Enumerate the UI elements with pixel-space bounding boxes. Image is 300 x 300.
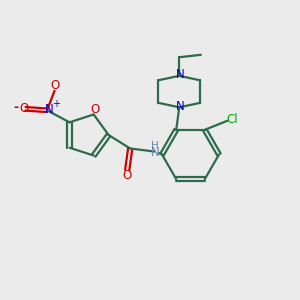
Text: O: O (123, 169, 132, 182)
Text: N: N (176, 100, 184, 113)
Text: Cl: Cl (227, 113, 239, 126)
Text: +: + (52, 99, 60, 109)
Text: O: O (91, 103, 100, 116)
Text: N: N (45, 103, 54, 116)
Text: -: - (13, 101, 18, 114)
Text: O: O (19, 102, 28, 115)
Text: H: H (151, 141, 159, 151)
Text: N: N (150, 146, 159, 160)
Text: O: O (50, 79, 59, 92)
Text: N: N (176, 68, 184, 81)
